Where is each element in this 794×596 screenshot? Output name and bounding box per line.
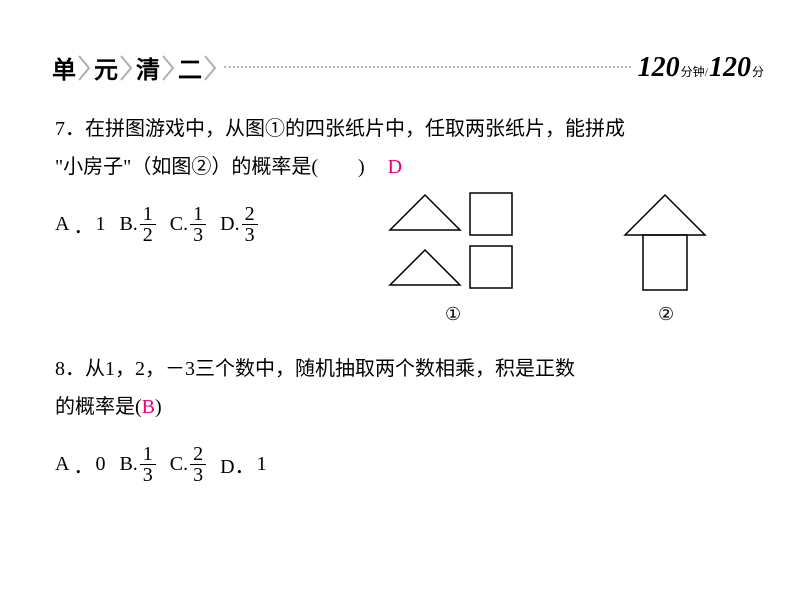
time-score-label: 120 分钟/ 120 分 bbox=[637, 52, 764, 84]
header-char: 单 bbox=[50, 50, 78, 85]
minutes-unit: 分钟/ bbox=[681, 63, 708, 80]
chevron-icon bbox=[204, 54, 218, 82]
header-char: 元 bbox=[92, 50, 120, 85]
header-char: 二 bbox=[176, 50, 204, 85]
q7-text-line2: "小房子"（如图②）的概率是( ) D bbox=[55, 148, 759, 186]
triangle-shape-icon bbox=[390, 195, 460, 230]
q7-prompt: "小房子"（如图②）的概率是( ) bbox=[55, 156, 365, 178]
chevron-icon bbox=[78, 54, 92, 82]
score-number: 120 bbox=[709, 52, 751, 84]
chevron-icon bbox=[120, 54, 134, 82]
q8-text-line2: 的概率是(B) bbox=[55, 388, 759, 426]
unit-header: 单 元 清 二 120 分钟/ 120 分 bbox=[50, 50, 764, 85]
figure-label-1: ① bbox=[445, 304, 461, 324]
q7-text-line1: 7．在拼图游戏中，从图①的四张纸片中，任取两张纸片，能拼成 bbox=[55, 110, 759, 148]
q8-options: A．0 B. 13 C. 23 D．1 bbox=[55, 444, 759, 485]
chevron-icon bbox=[162, 54, 176, 82]
house-body-icon bbox=[643, 235, 687, 290]
fraction: 23 bbox=[190, 444, 206, 485]
header-title-group: 单 元 清 二 bbox=[50, 50, 218, 85]
question-8: 8．从1，2，－3三个数中，随机抽取两个数相乘，积是正数 的概率是(B) A．0… bbox=[55, 350, 759, 485]
minutes-number: 120 bbox=[638, 52, 680, 84]
triangle-shape-icon bbox=[390, 250, 460, 285]
q7-option-C: C. 13 bbox=[170, 204, 206, 245]
q7-figures: ① ② bbox=[380, 190, 740, 345]
q8-prompt-pre: 的概率是( bbox=[55, 396, 142, 418]
q7-option-A: A．1 bbox=[55, 210, 105, 239]
square-shape-icon bbox=[470, 246, 512, 288]
opt-value: 0 bbox=[95, 453, 105, 476]
q8-option-C: C. 23 bbox=[170, 444, 206, 485]
q8-option-D: D．1 bbox=[220, 450, 266, 479]
q8-option-A: A．0 bbox=[55, 450, 105, 479]
q8-option-B: B. 13 bbox=[119, 444, 155, 485]
q7-option-B: B. 12 bbox=[119, 204, 155, 245]
q8-text-line1: 8．从1，2，－3三个数中，随机抽取两个数相乘，积是正数 bbox=[55, 350, 759, 388]
house-roof-icon bbox=[625, 195, 705, 235]
header-char: 清 bbox=[134, 50, 162, 85]
score-unit: 分 bbox=[752, 63, 764, 80]
q7-answer: D bbox=[388, 148, 402, 186]
opt-value: 1 bbox=[95, 213, 105, 236]
dots-divider bbox=[224, 66, 631, 69]
fraction: 23 bbox=[242, 204, 258, 245]
fraction: 13 bbox=[140, 444, 156, 485]
q8-answer: B bbox=[142, 388, 155, 426]
q7-option-D: D. 23 bbox=[220, 204, 257, 245]
fraction: 12 bbox=[140, 204, 156, 245]
figure-label-2: ② bbox=[658, 304, 674, 324]
opt-value: 1 bbox=[257, 453, 267, 476]
figure-svg: ① ② bbox=[380, 190, 740, 340]
q8-prompt-post: ) bbox=[155, 396, 162, 418]
fraction: 13 bbox=[190, 204, 206, 245]
square-shape-icon bbox=[470, 193, 512, 235]
